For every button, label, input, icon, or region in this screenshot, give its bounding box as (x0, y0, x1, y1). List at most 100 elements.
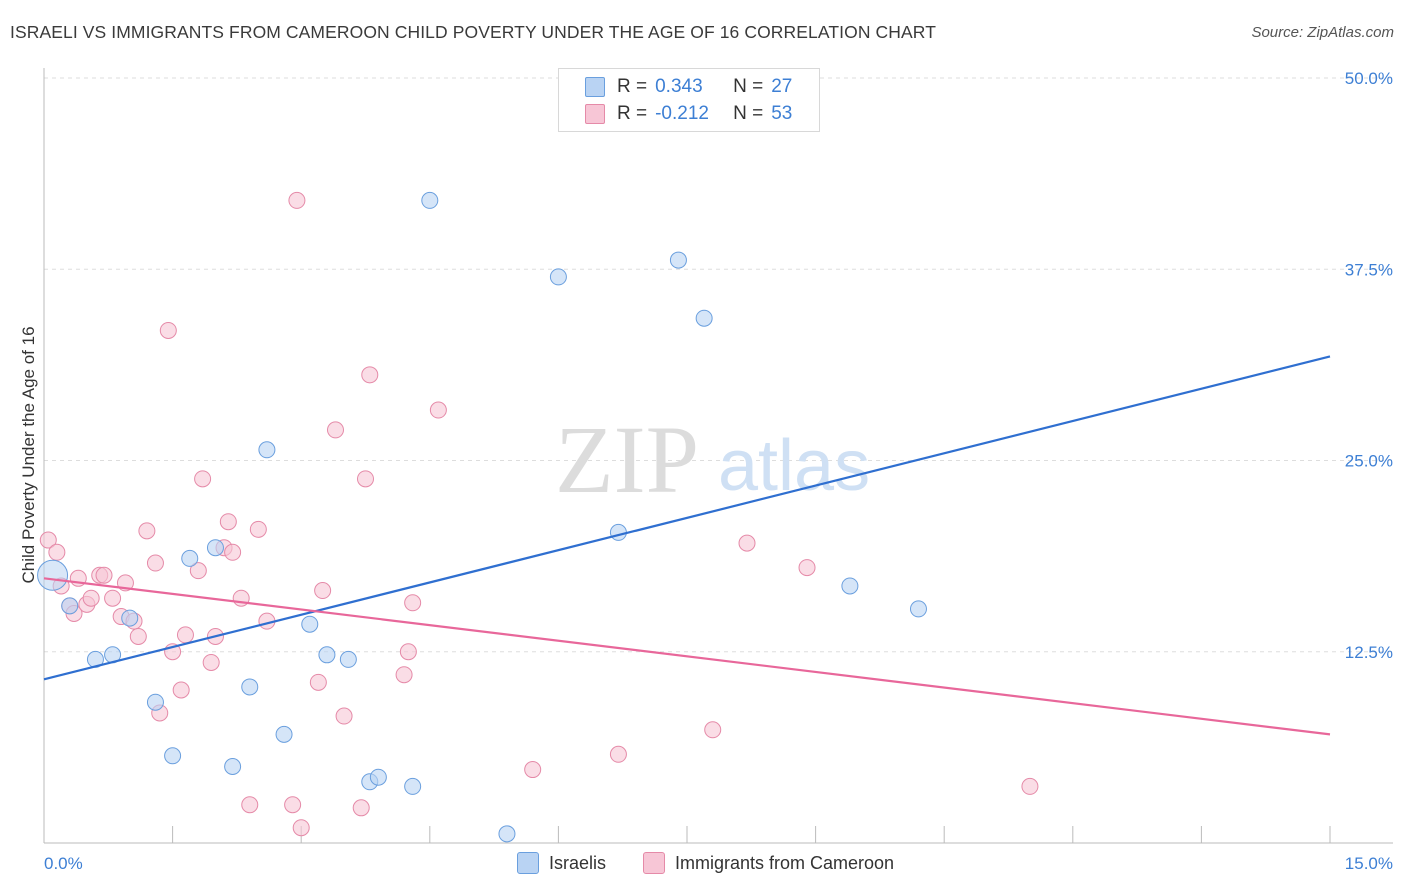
cameroon-point (292, 819, 310, 837)
israeli-point (258, 441, 276, 459)
israeli-point (301, 615, 319, 633)
cameroon-point (798, 559, 816, 577)
cameroon-point (524, 761, 542, 779)
israeli-point (146, 693, 164, 711)
cameroon-point (146, 554, 164, 572)
israeli-point (318, 646, 336, 664)
x-tick-label: 0.0% (44, 854, 83, 873)
legend-swatch-blue (517, 852, 539, 874)
legend-r-label: R = (617, 103, 648, 124)
watermark-zip: ZIP (555, 406, 699, 513)
israeli-point (841, 577, 859, 595)
y-tick-label: 12.5% (1345, 643, 1393, 662)
israeli-point (181, 549, 199, 567)
cameroon-point (129, 627, 147, 645)
israeli-point (421, 191, 439, 209)
y-tick-labels: 12.5% 25.0% 37.5% 50.0% (1345, 69, 1393, 662)
series-israelis-points (37, 191, 927, 843)
stats-legend: R = 0.343 N = 27 R = -0.212 N = 53 (558, 68, 820, 132)
israeli-point (224, 758, 242, 775)
trend-lines (43, 355, 1331, 736)
y-tick-label: 37.5% (1345, 260, 1393, 279)
cameroon-point (309, 673, 327, 691)
cameroon-point (395, 666, 413, 684)
legend-label-cameroon: Immigrants from Cameroon (675, 852, 895, 873)
legend-r-value: 0.343 (655, 76, 703, 97)
israeli-point (369, 768, 387, 786)
israeli-point (695, 309, 713, 327)
israeli-point (164, 747, 182, 765)
legend-swatch-pink (585, 104, 605, 124)
legend-r-label: R = (617, 76, 648, 97)
cameroon-point (284, 796, 302, 814)
y-tick-label: 25.0% (1345, 452, 1393, 471)
bottom-legend-israelis: Israelis (517, 852, 606, 874)
cameroon-point (609, 745, 627, 763)
legend-swatch-pink (643, 852, 665, 874)
cameroon-point (48, 543, 66, 561)
legend-n-value: 27 (771, 76, 793, 97)
israeli-point (909, 600, 927, 618)
cameroon-point (357, 470, 374, 488)
israeli-point (275, 725, 293, 743)
cameroon-point (335, 707, 353, 725)
axes (43, 68, 1393, 844)
cameroon-point (314, 582, 332, 600)
cameroon-point (704, 721, 722, 739)
legend-n-label: N = (733, 103, 764, 124)
cameroon-point (138, 522, 156, 540)
y-tick-label: 50.0% (1345, 69, 1393, 88)
cameroon-point (1021, 777, 1039, 795)
cameroon-point (288, 191, 306, 209)
israeli-point (549, 268, 567, 286)
cameroon-point (249, 520, 267, 538)
israeli-point (37, 559, 69, 591)
series-cameroon-points (39, 191, 1039, 837)
watermark: ZIP atlas (555, 406, 870, 513)
x-tick-label: 15.0% (1345, 854, 1393, 873)
legend-r-value: -0.212 (655, 103, 709, 124)
cameroon-point (352, 799, 370, 817)
gridlines (44, 77, 1393, 653)
x-tick-labels: 0.0% 15.0% (44, 854, 1393, 873)
legend-swatch-blue (585, 77, 605, 97)
bottom-legend-cameroon: Immigrants from Cameroon (643, 852, 894, 874)
cameroon-point (241, 796, 259, 814)
legend-n-label: N = (733, 76, 764, 97)
israeli-point (498, 825, 516, 843)
cameroon-point (738, 534, 756, 552)
cameroon-point (399, 643, 417, 661)
cameroon-point (82, 589, 100, 607)
cameroon-point (159, 321, 177, 339)
israeli-point (121, 609, 139, 627)
cameroon-point (326, 421, 344, 439)
legend-label-israelis: Israelis (549, 852, 607, 873)
israeli-point (609, 523, 627, 541)
israeli-point (669, 251, 687, 269)
israeli-point (404, 777, 422, 795)
watermark-atlas: atlas (718, 426, 870, 506)
israeli-point (61, 597, 79, 615)
cameroon-point (104, 589, 122, 607)
cameroon-point (404, 594, 422, 612)
cameroon-point (189, 562, 207, 580)
cameroon-trend-line (43, 577, 1331, 736)
cameroon-point (361, 366, 379, 384)
cameroon-point (176, 626, 194, 644)
chart-title: ISRAELI VS IMMIGRANTS FROM CAMEROON CHIL… (10, 22, 936, 42)
cameroon-point (429, 401, 447, 419)
israeli-point (339, 650, 357, 668)
cameroon-point (172, 681, 190, 699)
legend-n-value: 53 (771, 103, 793, 124)
source-credit: Source: ZipAtlas.com (1251, 24, 1394, 41)
cameroon-point (194, 470, 212, 488)
israeli-point (206, 539, 224, 557)
cameroon-point (202, 653, 220, 671)
cameroon-point (39, 531, 57, 549)
legend-row-israelis: R = 0.343 N = 27 (585, 74, 792, 100)
cameroon-point (219, 513, 237, 531)
cameroon-point (224, 543, 242, 561)
y-axis-label: Child Poverty Under the Age of 16 (19, 326, 38, 583)
israelis-trend-line (43, 355, 1331, 681)
